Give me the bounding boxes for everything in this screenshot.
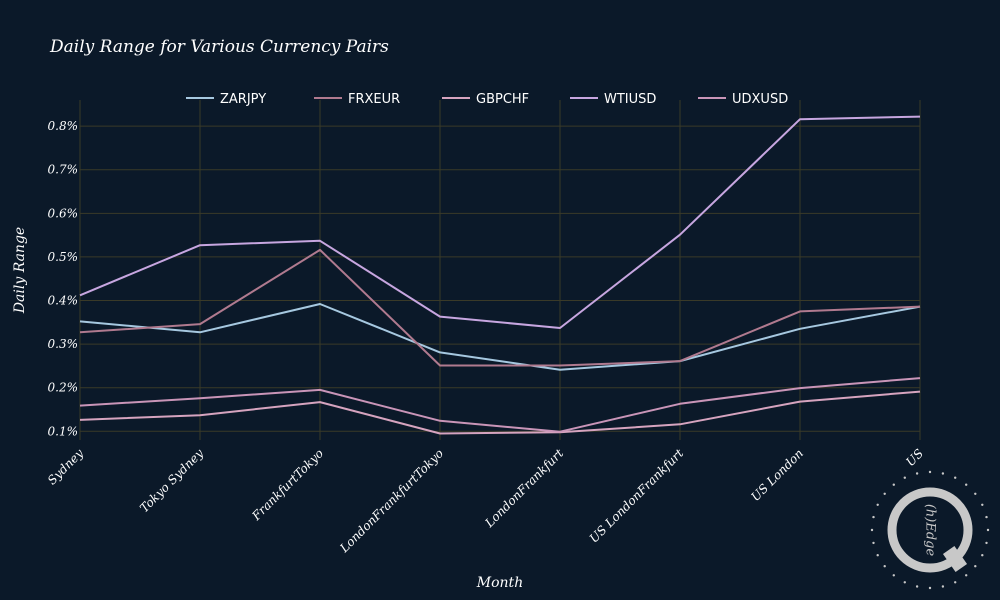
legend-item-gbpchf[interactable]: GBPCHF [442,92,529,107]
watermark-dot [985,515,988,519]
x-axis: Sydney Tokyo Sydney FrankfurtTokyo LondonFr… [45,446,926,556]
y-tick-label: 0.6% [48,206,79,220]
y-tick-label: 0.7% [48,163,79,177]
watermark-dot [915,585,919,588]
watermark-dot [915,472,919,475]
grid [79,100,921,440]
y-tick-label: 0.5% [48,250,79,264]
chart-title: Daily Range for Various Currency Pairs [49,37,389,57]
legend-item-frxeur[interactable]: FRXEUR [314,92,400,107]
y-tick-label: 0.1% [48,424,79,438]
watermark-dot [876,554,879,557]
watermark-dot [981,554,984,557]
watermark-dot [954,476,957,479]
watermark-dot [872,541,875,545]
y-tick-label: 0.3% [48,337,79,351]
watermark-dot [941,585,945,588]
y-axis-title: Daily Range [12,227,28,314]
series-line-wtiusd [79,115,921,329]
watermark-text: (h)Edge [923,504,938,557]
x-tick-label: LondonFrankfurt [482,446,567,531]
legend-label: GBPCHF [476,92,529,107]
x-tick-label: US LondonFrankfurt [587,446,687,546]
x-tick-label: FrankfurtTokyo [249,446,326,523]
legend: ZARJPY FRXEUR GBPCHF WTIUSD UDXUSD [186,92,788,107]
legend-item-udxusd[interactable]: UDXUSD [698,92,788,107]
legend-label: FRXEUR [348,92,400,107]
x-tick-label: LondonFrankfurtTokyo [336,446,446,556]
watermark-dot [974,492,977,495]
x-tick-label: Sydney [45,446,86,487]
series-line-gbpchf [79,390,921,435]
x-axis-title: Month [476,575,523,591]
watermark-dot [876,503,879,506]
watermark-dot [883,492,886,495]
series-lines [79,115,921,435]
watermark-dot [928,586,932,590]
watermark-logo: (h)Edge [870,470,990,590]
watermark-dot [965,483,968,486]
watermark-dot [928,470,932,474]
legend-label: WTIUSD [604,92,656,107]
watermark-dot [903,476,906,479]
x-tick-label: Tokyo Sydney [137,446,206,515]
watermark-dot [870,528,874,532]
watermark-dot [892,574,895,577]
y-tick-label: 0.4% [48,294,79,308]
x-tick-label: US London [748,446,806,504]
legend-label: UDXUSD [732,92,788,107]
legend-item-zarjpy[interactable]: ZARJPY [186,92,266,107]
legend-label: ZARJPY [220,92,266,107]
watermark-dots [870,470,990,590]
watermark-dot [981,503,984,506]
series-line-frxeur [79,248,921,367]
watermark-dot [883,565,886,568]
watermark-tail-icon [942,545,968,573]
watermark-dot [974,565,977,568]
y-tick-label: 0.2% [48,381,79,395]
watermark-dot [872,515,875,519]
watermark-dot [954,581,957,584]
watermark-ring-icon [887,487,973,573]
series-line-zarjpy [79,303,921,371]
y-tick-label: 0.8% [48,119,79,133]
x-tick-label: US [903,446,926,469]
watermark-dot [892,483,895,486]
watermark-dot [903,581,906,584]
watermark-dot [986,528,990,532]
watermark-dot [941,472,945,475]
legend-item-wtiusd[interactable]: WTIUSD [570,92,656,107]
y-axis: 0.1% 0.2% 0.3% 0.4% 0.5% 0.6% 0.7% 0.8% [48,119,79,438]
watermark-dot [965,574,968,577]
series-line-udxusd [79,377,921,433]
watermark-dot [985,541,988,545]
